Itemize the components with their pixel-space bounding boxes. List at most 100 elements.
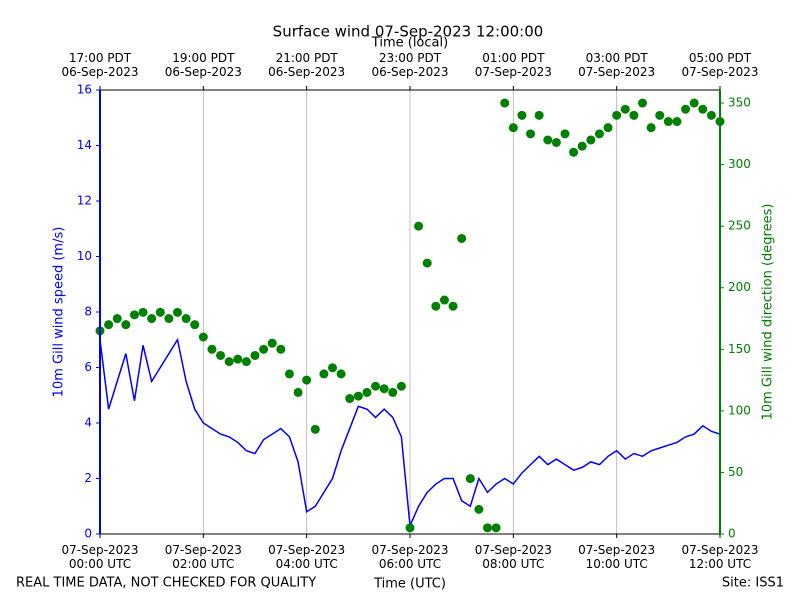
- direction-point: [155, 307, 165, 317]
- x-tick-label: 07-Sep-2023 04:00 UTC: [268, 543, 345, 571]
- direction-point: [551, 137, 561, 147]
- y-tick-label: 0: [84, 527, 92, 541]
- direction-point: [620, 104, 630, 114]
- direction-point: [483, 523, 492, 533]
- direction-point: [448, 301, 458, 311]
- y-tick-label: 10: [77, 249, 92, 263]
- direction-point: [104, 320, 114, 330]
- direction-point: [112, 314, 122, 324]
- direction-point: [414, 221, 424, 231]
- direction-point: [612, 110, 622, 120]
- direction-point: [267, 338, 277, 348]
- direction-point: [646, 123, 656, 133]
- chart-title: Surface wind 07-Sep-2023 12:00:00: [273, 23, 544, 41]
- direction-point: [302, 375, 312, 385]
- y-tick-label: 12: [77, 194, 92, 208]
- direction-point: [121, 320, 131, 330]
- y-tick-label: 4: [84, 416, 92, 430]
- direction-point: [405, 523, 415, 533]
- x2-tick-label: 21:00 PDT 06-Sep-2023: [268, 51, 345, 79]
- y2-tick-label: 350: [728, 96, 751, 110]
- direction-point: [689, 98, 699, 108]
- x2-tick-label: 19:00 PDT 06-Sep-2023: [165, 51, 242, 79]
- x-tick-label: 07-Sep-2023 02:00 UTC: [165, 543, 242, 571]
- x2-tick-label: 23:00 PDT 06-Sep-2023: [371, 51, 448, 79]
- direction-point: [698, 104, 708, 114]
- x-tick-label: 07-Sep-2023 10:00 UTC: [578, 543, 655, 571]
- y2-axis-label: 10m Gill wind direction (degrees): [761, 204, 776, 421]
- direction-point: [534, 110, 544, 120]
- x-tick-label: 07-Sep-2023 06:00 UTC: [371, 543, 448, 571]
- direction-point: [319, 369, 329, 379]
- direction-point: [164, 314, 174, 324]
- x2-tick-label: 01:00 PDT 07-Sep-2023: [475, 51, 552, 79]
- y-tick-label: 16: [77, 83, 92, 97]
- direction-point: [328, 363, 337, 373]
- direction-point: [508, 123, 518, 133]
- direction-point: [379, 384, 389, 394]
- y-tick-label: 8: [84, 305, 92, 319]
- direction-point: [569, 147, 579, 157]
- direction-point: [560, 129, 570, 139]
- direction-point: [190, 320, 200, 330]
- y2-tick-label: 250: [728, 219, 751, 233]
- site-label: Site: ISS1: [722, 576, 784, 591]
- x2-axis-label: Time (local): [371, 36, 448, 51]
- x2-tick-label: 03:00 PDT 07-Sep-2023: [578, 51, 655, 79]
- direction-point: [681, 104, 691, 114]
- x-tick-label: 07-Sep-2023 12:00 UTC: [681, 543, 758, 571]
- direction-point: [465, 474, 475, 484]
- direction-point: [388, 387, 398, 397]
- direction-point: [353, 391, 363, 401]
- direction-point: [396, 381, 406, 391]
- direction-point: [672, 117, 682, 127]
- x2-tick-label: 05:00 PDT 07-Sep-2023: [681, 51, 758, 79]
- y2-tick-label: 150: [728, 342, 751, 356]
- direction-point: [439, 295, 449, 305]
- direction-point: [491, 523, 501, 533]
- direction-point: [198, 332, 208, 342]
- direction-point: [663, 117, 673, 127]
- direction-point: [594, 129, 604, 139]
- direction-point: [457, 233, 467, 243]
- direction-point: [586, 135, 596, 145]
- direction-point: [207, 344, 217, 354]
- y2-tick-label: 0: [728, 527, 736, 541]
- direction-point: [129, 310, 139, 320]
- y2-tick-label: 100: [728, 403, 751, 417]
- direction-point: [233, 354, 243, 364]
- direction-point: [655, 110, 665, 120]
- direction-point: [706, 110, 716, 120]
- footer-note: REAL TIME DATA, NOT CHECKED FOR QUALITY: [16, 576, 316, 591]
- direction-point: [138, 307, 148, 317]
- direction-point: [431, 301, 441, 311]
- x-tick-label: 07-Sep-2023 00:00 UTC: [61, 543, 138, 571]
- direction-point: [638, 98, 647, 108]
- y2-tick-label: 200: [728, 280, 751, 294]
- y2-tick-label: 50: [728, 465, 743, 479]
- direction-point: [345, 394, 355, 404]
- direction-point: [147, 314, 157, 324]
- direction-point: [517, 110, 527, 120]
- direction-point: [181, 314, 191, 324]
- x2-tick-label: 17:00 PDT 06-Sep-2023: [61, 51, 138, 79]
- direction-point: [250, 350, 260, 360]
- y-axis-label: 10m Gill wind speed (m/s): [52, 227, 67, 398]
- direction-point: [371, 381, 381, 391]
- direction-point: [543, 135, 553, 145]
- direction-point: [173, 307, 182, 317]
- direction-point: [241, 357, 251, 367]
- direction-point: [284, 369, 294, 379]
- direction-point: [500, 98, 510, 108]
- direction-point: [216, 350, 226, 360]
- direction-point: [526, 129, 536, 139]
- direction-point: [577, 141, 587, 151]
- direction-point: [336, 369, 346, 379]
- y2-tick-label: 300: [728, 157, 751, 171]
- direction-point: [276, 344, 286, 354]
- direction-point: [629, 110, 639, 120]
- y-tick-label: 6: [84, 360, 92, 374]
- direction-point: [293, 387, 303, 397]
- y-tick-label: 14: [77, 138, 92, 152]
